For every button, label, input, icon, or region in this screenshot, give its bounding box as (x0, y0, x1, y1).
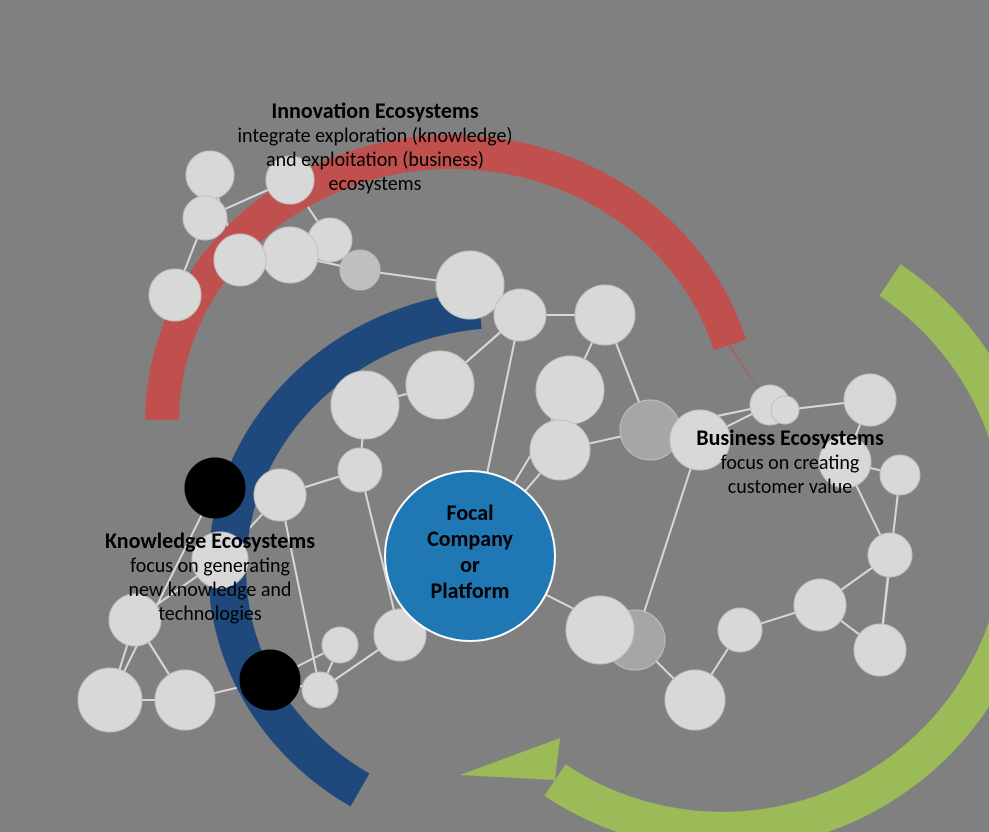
svg-text:technologies: technologies (158, 602, 262, 626)
svg-text:integrate exploration (knowled: integrate exploration (knowledge) (237, 124, 512, 148)
svg-text:ecosystems: ecosystems (329, 172, 422, 196)
svg-text:customer value: customer value (728, 475, 852, 499)
svg-text:focus on creating: focus on creating (721, 451, 860, 475)
svg-text:Knowledge Ecosystems: Knowledge Ecosystems (105, 527, 315, 554)
ecosystems-diagram: FocalCompanyorPlatformInnovation Ecosyst… (0, 0, 989, 832)
svg-text:Business Ecosystems: Business Ecosystems (696, 424, 884, 451)
svg-text:and exploitation (business): and exploitation (business) (266, 148, 484, 172)
svg-text:new knowledge and: new knowledge and (129, 578, 292, 602)
svg-text:Innovation Ecosystems: Innovation Ecosystems (271, 97, 478, 124)
svg-text:focus on generating: focus on generating (130, 554, 290, 578)
